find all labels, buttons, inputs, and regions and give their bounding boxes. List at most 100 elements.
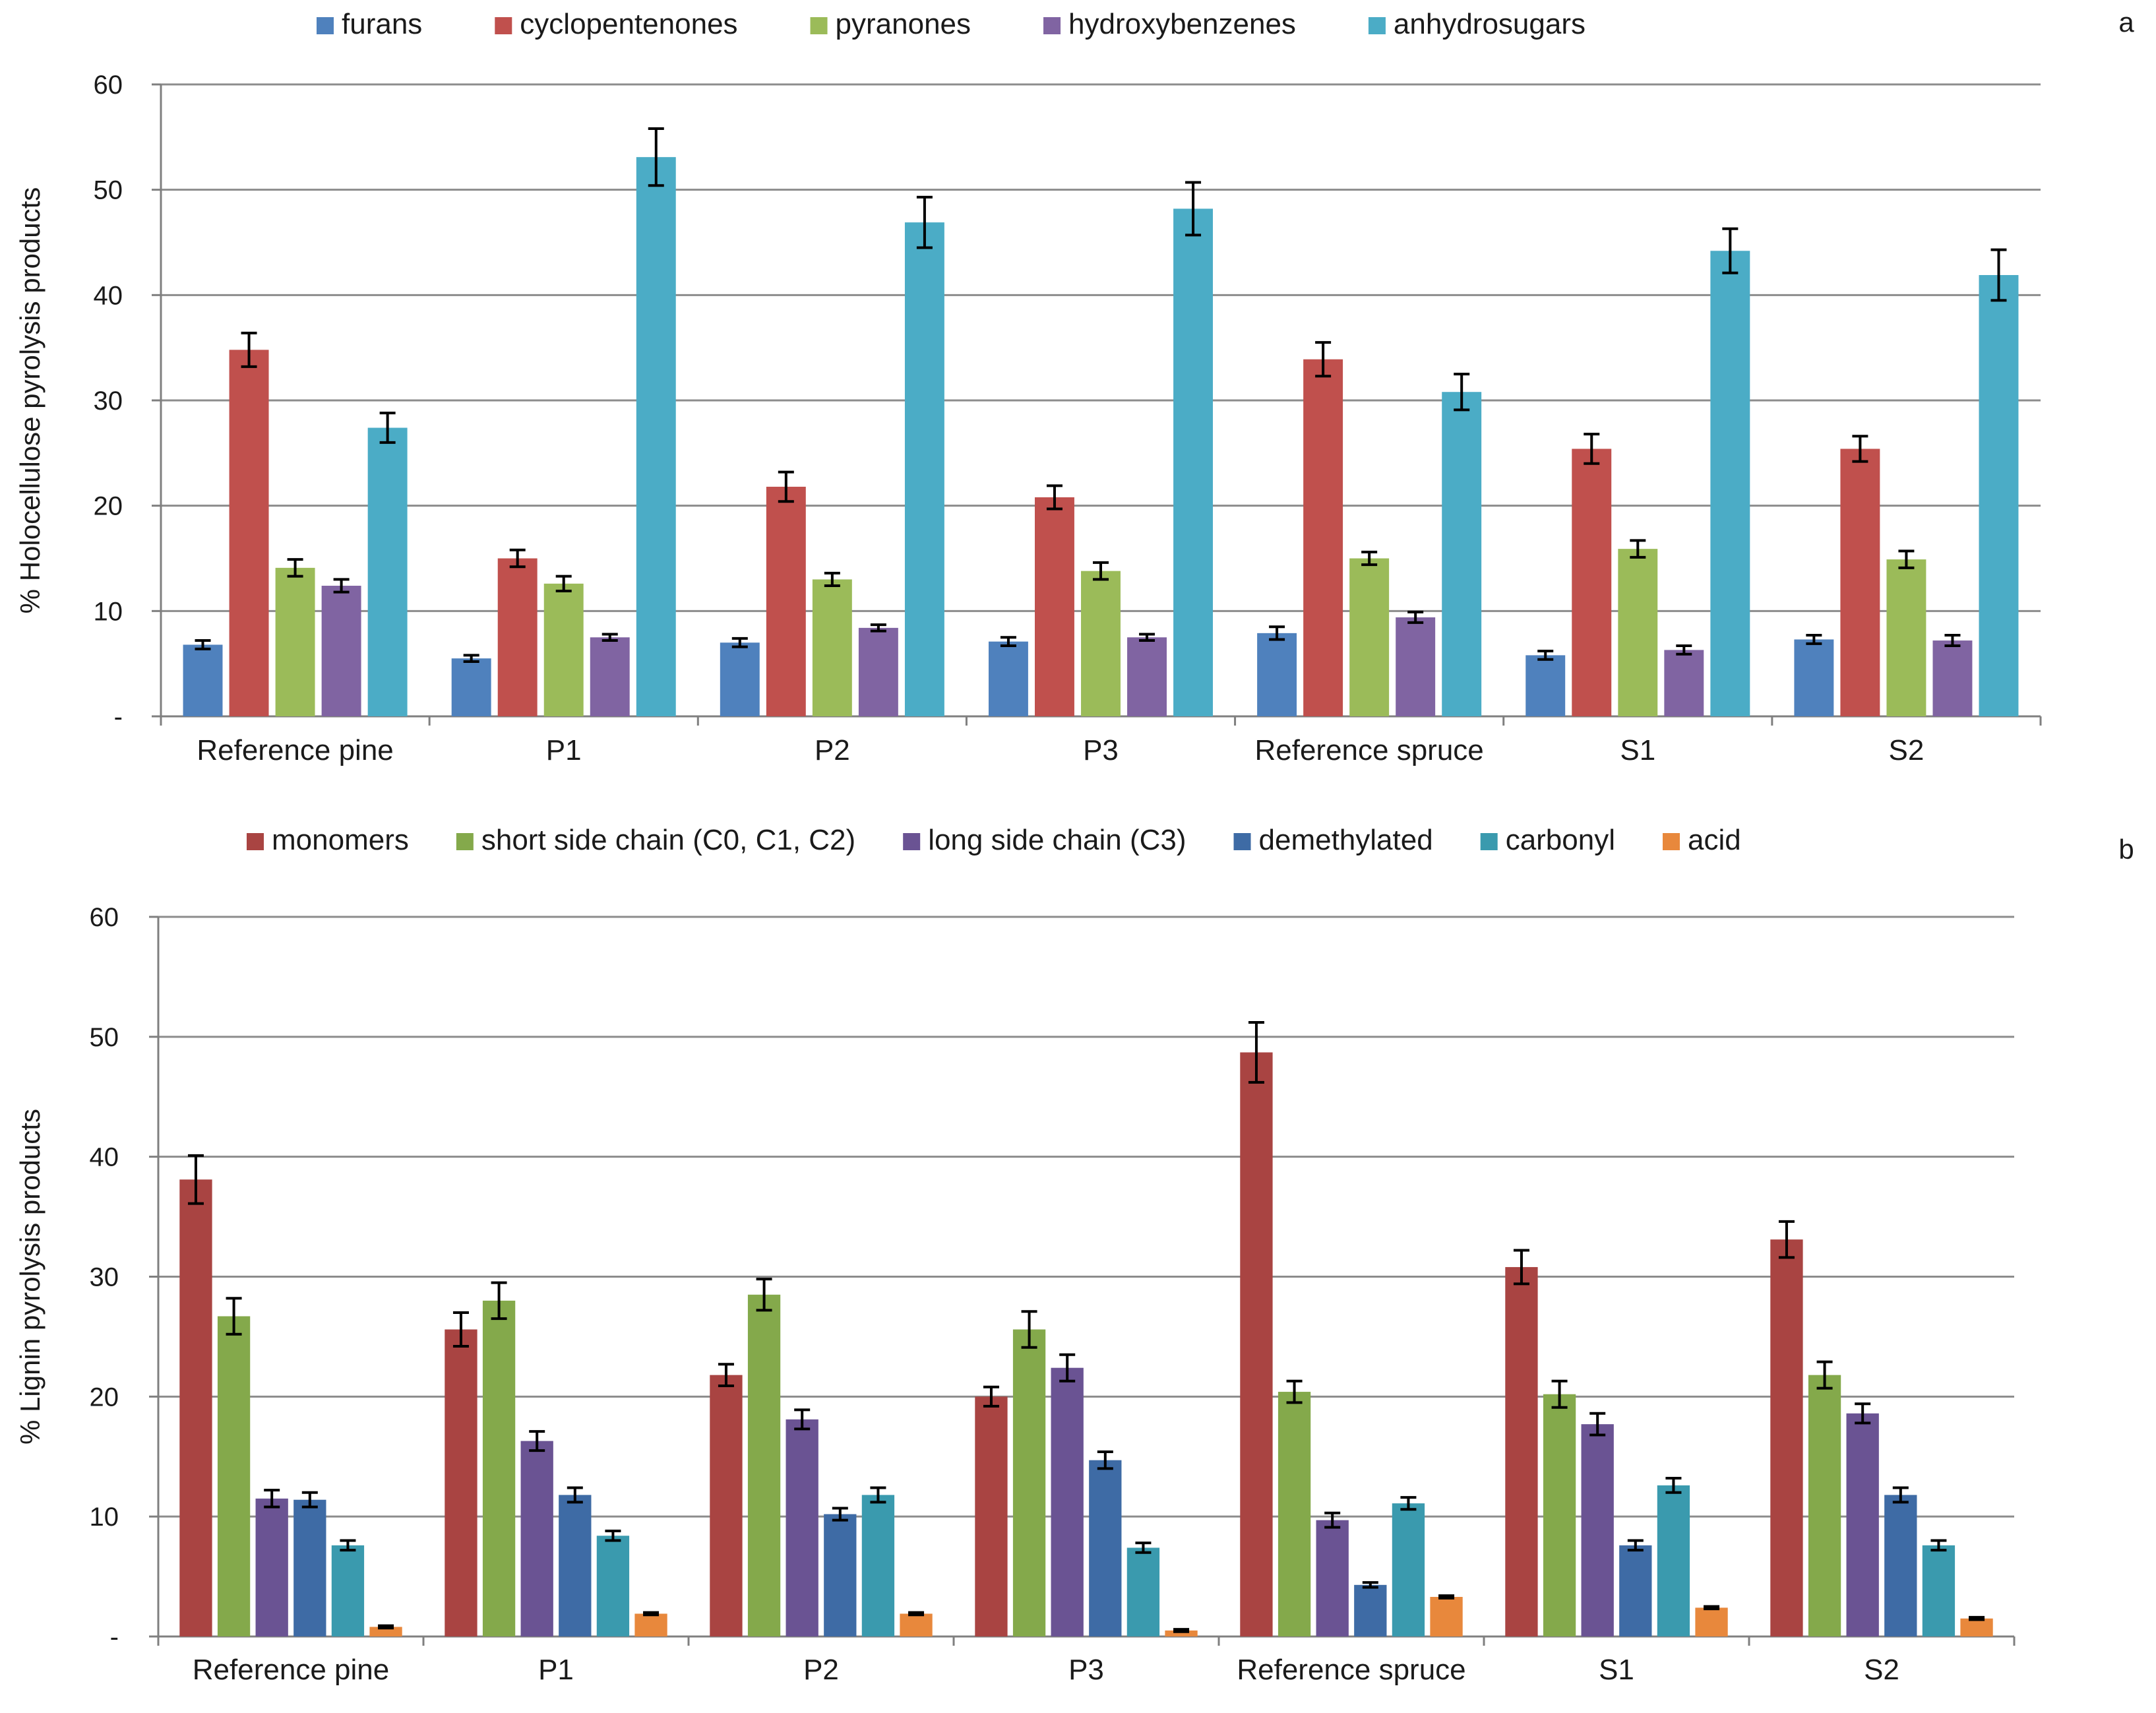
bar-long-side-chain-c3 — [255, 1498, 288, 1636]
chart-panel-a: - 10 20 30 40 50 60 % Holocellulose pyrolysis p… — [15, 7, 2134, 766]
category-label: Reference pine — [197, 734, 393, 766]
bar-long-side-chain-c3 — [1051, 1367, 1084, 1636]
category-label: S1 — [1599, 1654, 1634, 1686]
bar-furans — [1525, 655, 1566, 716]
bar-demethylated — [1089, 1460, 1122, 1636]
legend-label: furans — [342, 8, 422, 40]
category-label: P1 — [546, 734, 582, 766]
legend-swatch-demethylated — [1233, 833, 1251, 850]
y-tick-label: 40 — [94, 281, 123, 310]
bar-acid — [634, 1613, 667, 1636]
bar-pyranones — [1886, 559, 1926, 716]
bar-monomers — [710, 1375, 743, 1636]
bar-carbonyl — [1392, 1503, 1425, 1636]
bar-acid — [1695, 1607, 1728, 1636]
bar-short-side-chain-c0-c1-c2 — [482, 1300, 516, 1636]
y-tick-label: 30 — [94, 387, 123, 416]
bar-carbonyl — [331, 1545, 365, 1636]
panel-label: a — [2118, 7, 2134, 38]
bar-anhydrosugars — [367, 427, 408, 716]
y-tick-label: 10 — [90, 1503, 119, 1532]
bar-acid — [900, 1613, 933, 1636]
panel-label: b — [2118, 834, 2134, 865]
category-label: Reference spruce — [1254, 734, 1483, 766]
y-tick-label: 60 — [94, 71, 123, 100]
bar-pyranones — [1349, 558, 1390, 716]
legend-label: hydroxybenzenes — [1068, 8, 1296, 40]
bar-long-side-chain-c3 — [1316, 1520, 1349, 1636]
bar-carbonyl — [596, 1536, 630, 1636]
legend-label: cyclopentenones — [520, 8, 737, 40]
bar-short-side-chain-c0-c1-c2 — [1543, 1394, 1576, 1636]
y-tick-label: 20 — [90, 1383, 119, 1412]
legend-label: demethylated — [1259, 824, 1433, 856]
legend-swatch-short-side-chain-c0-c1-c2 — [456, 833, 474, 850]
y-tick-label: 60 — [90, 903, 119, 932]
y-axis-title: % Lignin pyrolysis products — [15, 1109, 46, 1445]
legend-swatch-anhydrosugars — [1368, 17, 1386, 34]
bar-furans — [1794, 639, 1834, 716]
bar-demethylated — [293, 1499, 326, 1636]
bar-pyranones — [1618, 549, 1658, 716]
bar-acid — [1430, 1596, 1463, 1636]
bar-monomers — [1505, 1266, 1538, 1636]
legend-label: monomers — [272, 824, 409, 856]
bar-hydroxybenzenes — [1127, 637, 1167, 716]
category-label: P3 — [1068, 1654, 1104, 1686]
bar-hydroxybenzenes — [1664, 650, 1704, 716]
bar-carbonyl — [1126, 1547, 1160, 1636]
bar-cyclopentenones — [497, 558, 538, 716]
category-label: Reference spruce — [1237, 1654, 1465, 1686]
bar-carbonyl — [1922, 1545, 1956, 1636]
legend-swatch-furans — [317, 17, 334, 34]
legend-swatch-acid — [1663, 833, 1680, 850]
legend-label: long side chain (C3) — [928, 824, 1186, 856]
bar-acid — [1165, 1630, 1198, 1636]
legend-swatch-hydroxybenzenes — [1043, 17, 1061, 34]
bar-hydroxybenzenes — [858, 627, 898, 716]
y-tick-label: 40 — [90, 1143, 119, 1172]
category-label: P3 — [1083, 734, 1119, 766]
y-tick-label: 50 — [94, 176, 123, 205]
bar-pyranones — [543, 583, 584, 716]
bar-short-side-chain-c0-c1-c2 — [1808, 1375, 1841, 1636]
bar-monomers — [445, 1329, 477, 1636]
bar-acid — [1960, 1618, 1993, 1636]
bar-monomers — [1770, 1239, 1803, 1636]
legend-label: acid — [1688, 824, 1741, 856]
bar-anhydrosugars — [1442, 392, 1482, 716]
bar-hydroxybenzenes — [321, 586, 361, 716]
bar-anhydrosugars — [1710, 251, 1750, 717]
bar-cyclopentenones — [1840, 449, 1880, 716]
bar-demethylated — [1619, 1545, 1652, 1636]
y-tick-label: 20 — [94, 492, 123, 521]
y-tick-label: - — [114, 702, 123, 732]
bar-short-side-chain-c0-c1-c2 — [1012, 1329, 1046, 1636]
bar-monomers — [179, 1179, 212, 1636]
bar-furans — [1257, 633, 1297, 716]
bar-short-side-chain-c0-c1-c2 — [747, 1294, 781, 1636]
legend: furans cyclopentenones pyranones hydroxyben… — [317, 8, 1586, 40]
bar-carbonyl — [861, 1495, 895, 1636]
category-label: P2 — [815, 734, 850, 766]
bar-demethylated — [559, 1495, 592, 1636]
bar-long-side-chain-c3 — [1581, 1424, 1614, 1636]
bar-carbonyl — [1657, 1485, 1690, 1636]
bar-pyranones — [275, 567, 315, 716]
bar-cyclopentenones — [1035, 497, 1074, 716]
bar-furans — [988, 641, 1028, 716]
bar-long-side-chain-c3 — [1846, 1413, 1879, 1636]
bar-anhydrosugars — [1173, 208, 1214, 716]
bar-furans — [451, 658, 491, 716]
bar-furans — [183, 644, 223, 716]
bar-cyclopentenones — [1303, 359, 1343, 716]
bar-monomers — [1240, 1052, 1273, 1636]
legend-label: short side chain (C0, C1, C2) — [481, 824, 855, 856]
y-tick-label: 30 — [90, 1263, 119, 1292]
bar-demethylated — [824, 1514, 857, 1636]
bar-anhydrosugars — [1979, 274, 2019, 716]
chart-panel-b: - 10 20 30 40 50 60 % Lignin pyrolysis products… — [15, 824, 2134, 1686]
legend-swatch-long-side-chain-c3 — [903, 833, 921, 850]
bar-pyranones — [1081, 571, 1121, 716]
category-label: Reference pine — [193, 1654, 389, 1686]
